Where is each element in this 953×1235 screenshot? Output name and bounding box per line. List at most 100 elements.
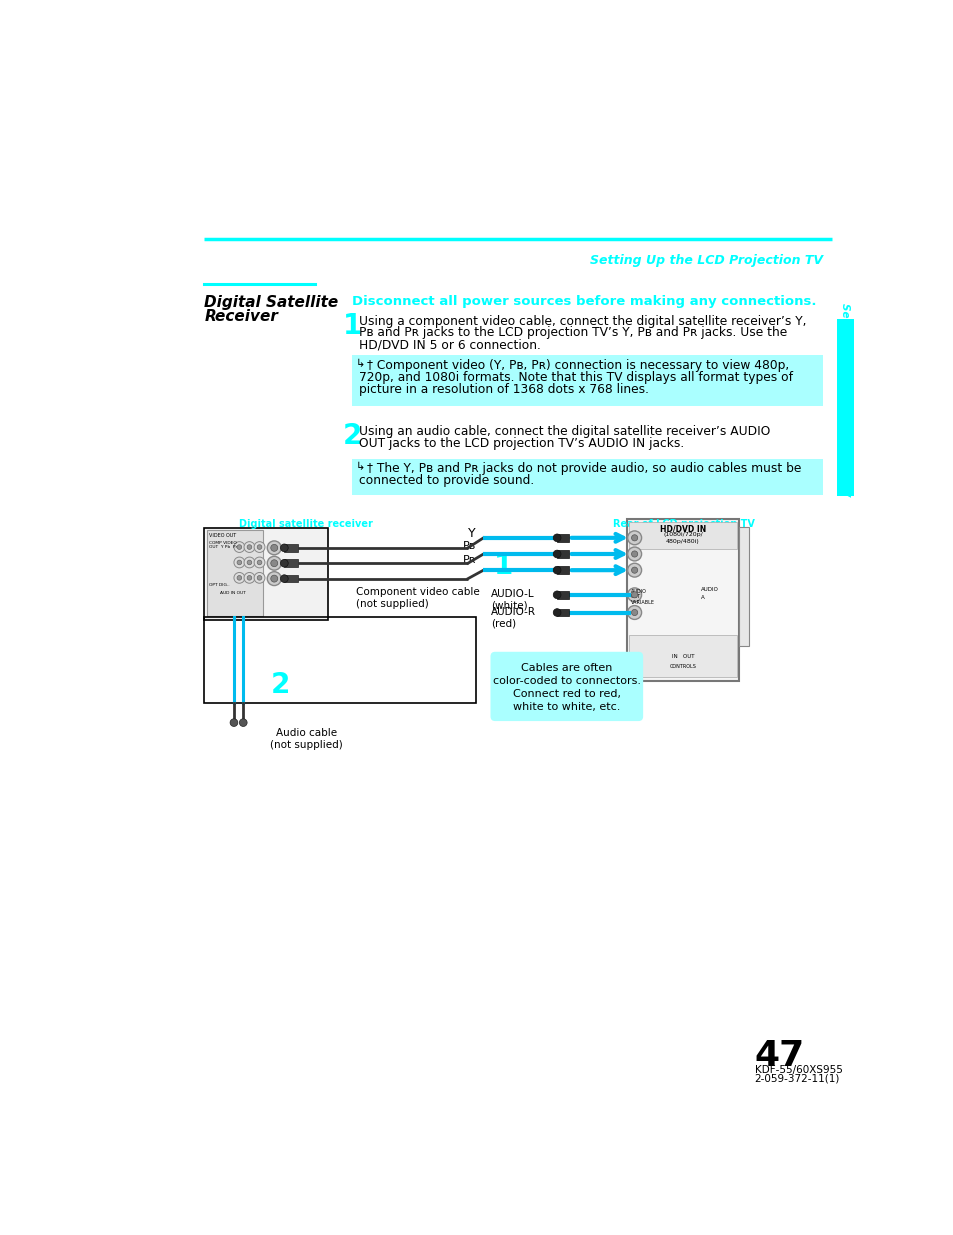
Bar xyxy=(207,530,262,616)
Text: 2: 2 xyxy=(343,422,362,451)
Circle shape xyxy=(236,545,241,550)
Text: Pʀ: Pʀ xyxy=(462,555,476,564)
Text: A: A xyxy=(700,595,703,600)
Circle shape xyxy=(280,543,288,552)
Circle shape xyxy=(627,547,641,561)
Circle shape xyxy=(627,588,641,601)
Circle shape xyxy=(627,563,641,577)
Bar xyxy=(739,527,748,646)
Text: 2: 2 xyxy=(270,671,290,699)
Circle shape xyxy=(236,576,241,580)
Circle shape xyxy=(244,573,254,583)
Bar xyxy=(629,521,736,548)
FancyBboxPatch shape xyxy=(352,356,822,406)
Circle shape xyxy=(553,534,560,542)
Text: Using a component video cable, connect the digital satellite receiver’s Y,: Using a component video cable, connect t… xyxy=(359,315,806,327)
Bar xyxy=(557,534,568,542)
Circle shape xyxy=(271,545,277,551)
Circle shape xyxy=(631,535,637,541)
Text: 47: 47 xyxy=(754,1039,804,1073)
Text: Y: Y xyxy=(468,527,476,540)
Bar xyxy=(836,319,853,496)
Circle shape xyxy=(253,542,265,552)
Text: (1080i/720p/: (1080i/720p/ xyxy=(662,532,702,537)
Circle shape xyxy=(253,557,265,568)
Text: HD/DVD IN 5 or 6 connection.: HD/DVD IN 5 or 6 connection. xyxy=(359,338,540,352)
Circle shape xyxy=(257,561,261,564)
Text: Rear of LCD projection TV: Rear of LCD projection TV xyxy=(612,520,754,530)
Circle shape xyxy=(271,576,277,582)
Text: CONTROLS: CONTROLS xyxy=(669,664,696,669)
Circle shape xyxy=(631,567,637,573)
Bar xyxy=(557,550,568,558)
Text: Receiver: Receiver xyxy=(204,309,278,324)
Bar xyxy=(284,543,298,552)
Text: 2-059-372-11(1): 2-059-372-11(1) xyxy=(754,1073,840,1084)
Text: picture in a resolution of 1368 dots x 768 lines.: picture in a resolution of 1368 dots x 7… xyxy=(359,383,649,396)
Circle shape xyxy=(244,542,254,552)
Circle shape xyxy=(631,609,637,615)
Bar xyxy=(557,609,568,616)
Bar xyxy=(557,567,568,574)
Circle shape xyxy=(236,561,241,564)
Text: † The Y, Pʙ and Pʀ jacks do not provide audio, so audio cables must be: † The Y, Pʙ and Pʀ jacks do not provide … xyxy=(367,462,801,475)
Text: Audio cable
(not supplied): Audio cable (not supplied) xyxy=(270,727,343,750)
Bar xyxy=(284,574,298,583)
Text: connected to provide sound.: connected to provide sound. xyxy=(359,474,535,488)
Bar xyxy=(629,635,736,677)
Circle shape xyxy=(627,605,641,620)
Circle shape xyxy=(253,573,265,583)
Circle shape xyxy=(267,541,281,555)
Circle shape xyxy=(247,576,252,580)
Text: Pʙ: Pʙ xyxy=(462,541,476,551)
Text: ↳: ↳ xyxy=(355,462,365,472)
Circle shape xyxy=(627,531,641,545)
Text: COMP VIDEO
OUT  Y Pb  Pr: COMP VIDEO OUT Y Pb Pr xyxy=(209,541,237,550)
Bar xyxy=(626,520,739,680)
Text: 1: 1 xyxy=(343,312,362,340)
Circle shape xyxy=(257,545,261,550)
Text: AUDIO
OUT
VARIABLE: AUDIO OUT VARIABLE xyxy=(630,589,654,605)
Circle shape xyxy=(233,542,245,552)
Bar xyxy=(204,527,328,620)
Text: OPT DIG..: OPT DIG.. xyxy=(209,583,230,588)
Circle shape xyxy=(244,557,254,568)
Text: ↳: ↳ xyxy=(355,359,365,369)
Circle shape xyxy=(247,545,252,550)
Circle shape xyxy=(267,556,281,571)
Bar xyxy=(204,618,476,704)
FancyBboxPatch shape xyxy=(490,652,642,721)
Text: AUD IN OUT: AUD IN OUT xyxy=(220,592,246,595)
Circle shape xyxy=(280,574,288,583)
Circle shape xyxy=(631,592,637,598)
Text: VIDEO OUT: VIDEO OUT xyxy=(209,534,236,538)
Text: HD/DVD IN: HD/DVD IN xyxy=(659,525,705,534)
Text: Setting Up the LCD Projection TV: Setting Up the LCD Projection TV xyxy=(840,303,849,496)
Text: Cables are often
color-coded to connectors.
Connect red to red,
white to white, : Cables are often color-coded to connecto… xyxy=(493,662,640,713)
Text: 720p, and 1080i formats. Note that this TV displays all format types of: 720p, and 1080i formats. Note that this … xyxy=(359,370,793,384)
Bar xyxy=(284,559,298,567)
Circle shape xyxy=(233,557,245,568)
Circle shape xyxy=(230,719,237,726)
Circle shape xyxy=(247,561,252,564)
Text: Digital satellite receiver: Digital satellite receiver xyxy=(239,520,373,530)
Circle shape xyxy=(233,573,245,583)
Text: Pʙ and Pʀ jacks to the LCD projection TV’s Y, Pʙ and Pʀ jacks. Use the: Pʙ and Pʀ jacks to the LCD projection TV… xyxy=(359,326,787,340)
Text: AUDIO-L
(white): AUDIO-L (white) xyxy=(491,589,535,610)
Circle shape xyxy=(267,572,281,585)
Text: 480p/480i): 480p/480i) xyxy=(665,538,700,543)
Text: KDF-55/60XS955: KDF-55/60XS955 xyxy=(754,1065,841,1074)
Text: Disconnect all power sources before making any connections.: Disconnect all power sources before maki… xyxy=(352,294,816,308)
Circle shape xyxy=(257,576,261,580)
Text: Setting Up the LCD Projection TV: Setting Up the LCD Projection TV xyxy=(589,254,822,268)
Circle shape xyxy=(271,559,277,567)
Text: AUDIO: AUDIO xyxy=(700,587,718,592)
Text: Using an audio cable, connect the digital satellite receiver’s AUDIO: Using an audio cable, connect the digita… xyxy=(359,425,770,437)
Text: Digital Satellite: Digital Satellite xyxy=(204,294,338,310)
Text: † Component video (Y, Pʙ, Pʀ) connection is necessary to view 480p,: † Component video (Y, Pʙ, Pʀ) connection… xyxy=(367,359,789,372)
Bar xyxy=(557,592,568,599)
Circle shape xyxy=(239,719,247,726)
Text: IN   OUT: IN OUT xyxy=(671,655,694,659)
FancyBboxPatch shape xyxy=(352,458,822,495)
Text: OUT jacks to the LCD projection TV’s AUDIO IN jacks.: OUT jacks to the LCD projection TV’s AUD… xyxy=(359,436,684,450)
